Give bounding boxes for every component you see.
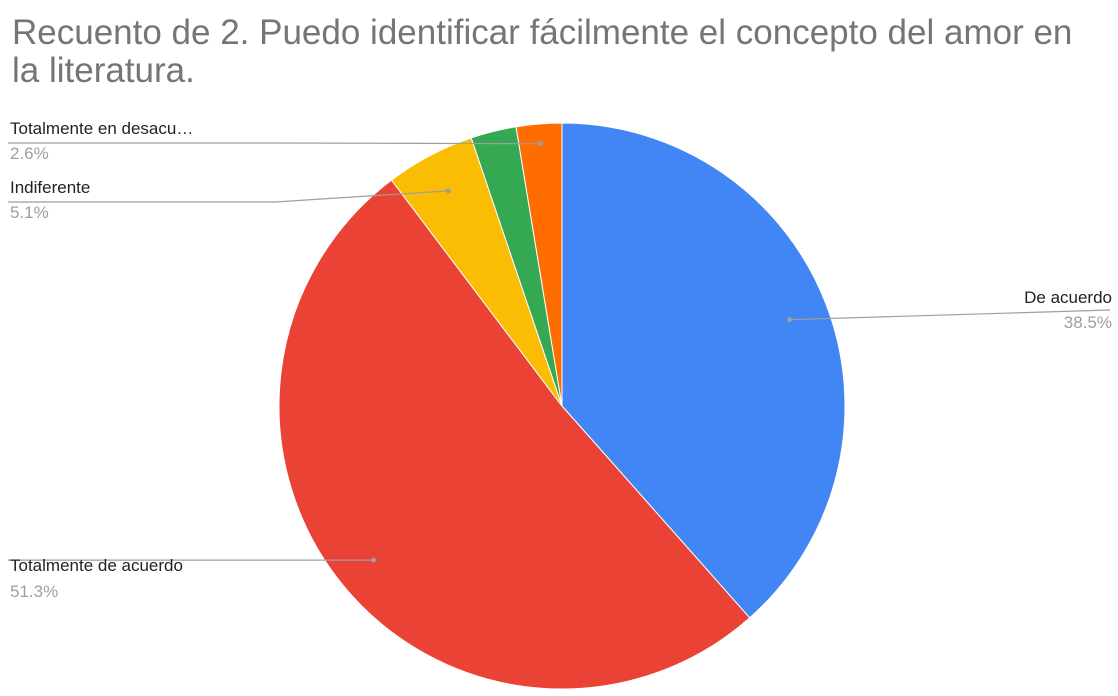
slice-labels: De acuerdo 38.5% Totalmente de acuerdo 51.3…	[8, 119, 1112, 601]
slice-label-0: De acuerdo	[1024, 288, 1112, 307]
pie-slices	[278, 122, 846, 690]
slice-percent-0: 38.5%	[1064, 313, 1112, 332]
leader-line-2	[8, 190, 449, 203]
slice-label-1: Totalmente de acuerdo	[10, 556, 183, 575]
pie-slice-4[interactable]	[515, 122, 563, 407]
slice-percent-1: 51.3%	[10, 582, 58, 601]
slice-percent-4: 2.6%	[10, 144, 49, 163]
leader-line-0	[789, 309, 1111, 321]
pie-slice-1[interactable]	[278, 179, 751, 690]
pie-slice-0[interactable]	[561, 122, 846, 619]
slice-percent-2: 5.1%	[10, 203, 49, 222]
chart-title: Recuento de 2. Puedo identificar fácilme…	[12, 13, 1073, 90]
leader-line-4	[8, 142, 541, 145]
slice-label-4: Totalmente en desacu…	[10, 119, 193, 138]
slice-label-2: Indiferente	[10, 178, 90, 197]
